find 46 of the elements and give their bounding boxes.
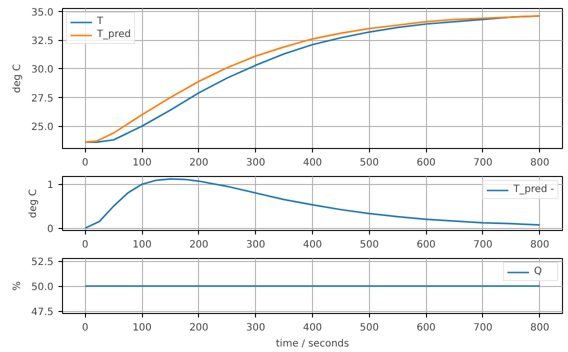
y-tick-label: 52.5	[31, 257, 54, 268]
x-tick-label: 0	[82, 322, 88, 334]
x-tick-label: 300	[246, 158, 266, 168]
y-axis-title: deg C	[12, 64, 24, 94]
x-tick-label: 400	[302, 322, 322, 334]
legend-label: Q	[534, 266, 543, 277]
x-tick-label: 600	[416, 158, 436, 168]
x-tick-label: 800	[530, 240, 550, 250]
x-axis-title: time / seconds	[276, 338, 350, 350]
legend-label: T_pred -	[513, 184, 554, 195]
x-tick-label: 600	[416, 322, 436, 334]
y-axis-title: %	[12, 281, 24, 291]
x-tick-label: 300	[246, 322, 266, 334]
y-tick-label: 27.5	[31, 93, 54, 104]
x-tick-label: 700	[473, 240, 493, 250]
x-tick-label: 700	[473, 322, 493, 334]
x-tick-label: 200	[189, 322, 208, 334]
y-tick-label: 0	[47, 224, 54, 236]
x-tick-label: 600	[416, 240, 436, 250]
x-tick-label: 500	[360, 322, 379, 334]
x-tick-label: 100	[132, 322, 152, 334]
y-tick-label: 35.0	[31, 7, 54, 18]
x-tick-label: 200	[189, 158, 208, 168]
x-tick-label: 100	[132, 158, 152, 168]
y-tick-label: 47.5	[31, 307, 54, 318]
x-tick-label: 100	[132, 240, 152, 250]
x-tick-label: 300	[246, 240, 266, 250]
x-tick-label: 400	[302, 158, 322, 168]
x-tick-label: 800	[530, 322, 550, 334]
legend-label: T_pred	[97, 29, 131, 40]
x-tick-label: 800	[530, 158, 550, 168]
y-tick-label: 50.0	[31, 282, 54, 293]
y-tick-label: 25.0	[31, 122, 54, 134]
x-tick-label: 0	[82, 158, 88, 168]
y-tick-label: 30.0	[31, 64, 54, 76]
legend-label: T	[97, 16, 104, 27]
x-tick-label: 700	[473, 158, 493, 168]
x-tick-label: 0	[82, 240, 88, 250]
line-series	[84, 15, 541, 143]
x-tick-label: 400	[302, 240, 322, 250]
x-tick-label: 200	[189, 240, 208, 250]
y-tick-label: 1	[47, 180, 54, 192]
x-tick-label: 500	[360, 240, 379, 250]
y-tick-label: 32.5	[31, 36, 54, 48]
y-axis-title: deg C	[28, 188, 40, 218]
x-tick-label: 500	[360, 158, 379, 168]
